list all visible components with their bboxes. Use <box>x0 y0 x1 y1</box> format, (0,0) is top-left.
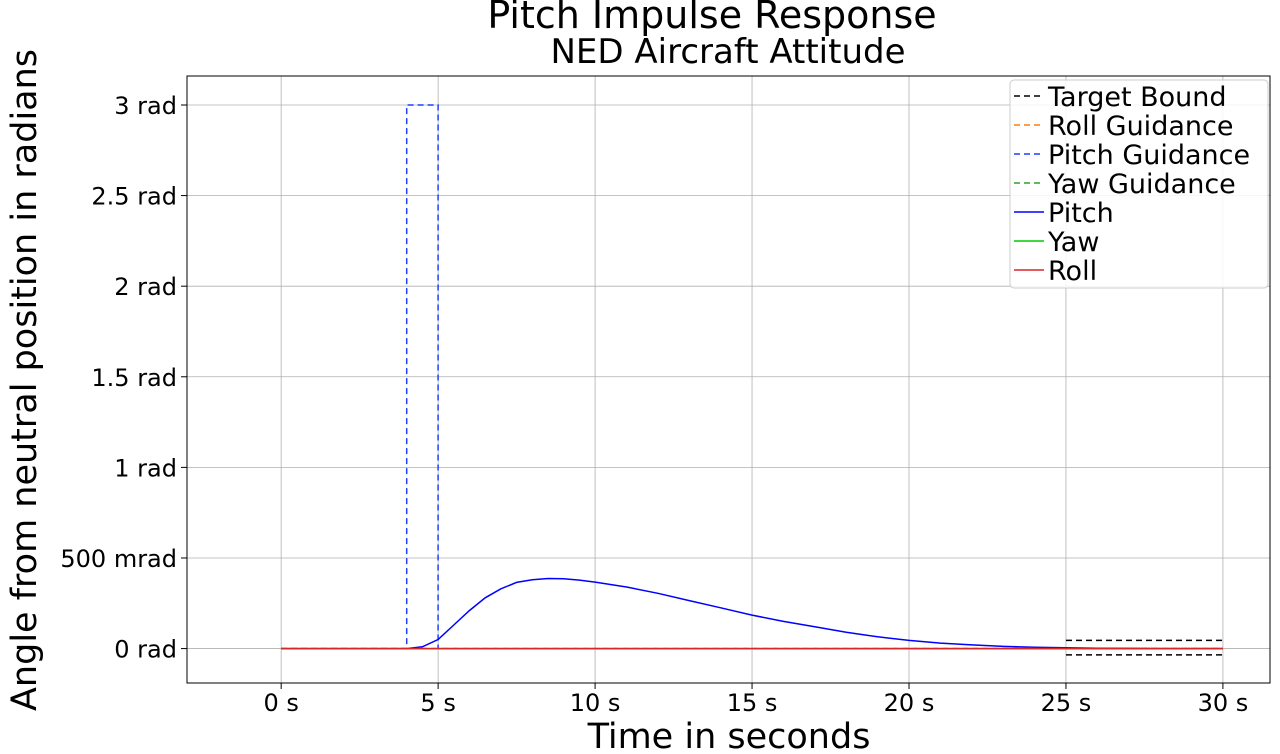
series-line-pitch <box>281 577 1223 650</box>
x-tick-label: 0 s <box>263 689 298 717</box>
x-tick-label: 15 s <box>727 689 778 717</box>
legend-label-pitch: Pitch <box>1048 198 1114 229</box>
chart-title: Pitch Impulse Response <box>487 0 936 37</box>
legend-label-roll: Roll <box>1048 256 1097 287</box>
y-tick-label: 2 rad <box>114 273 177 301</box>
y-tick-label: 2.5 rad <box>91 183 177 211</box>
chart-subtitle: NED Aircraft Attitude <box>550 32 905 72</box>
plot-series <box>281 104 1223 656</box>
legend-label-yaw: Yaw <box>1047 227 1099 258</box>
y-tick-label: 1.5 rad <box>91 364 177 392</box>
x-tick-label: 5 s <box>420 689 455 717</box>
legend-label-target-bound: Target Bound <box>1047 82 1227 113</box>
y-tick-label: 1 rad <box>114 454 177 482</box>
y-tick-label: 500 mrad <box>60 545 177 573</box>
y-tick-label: 3 rad <box>114 92 177 120</box>
x-tick-label: 25 s <box>1041 689 1092 717</box>
x-tick-label: 10 s <box>570 689 621 717</box>
x-axis-label: Time in seconds <box>587 717 871 754</box>
y-tick-label: 0 rad <box>114 636 177 664</box>
axis-ticks: 0 s 5 s 10 s 15 s 20 s 25 s 30 s 0 rad 500 mrad 1… <box>60 92 1248 717</box>
y-axis-label: Angle from neutral position in radians <box>5 49 45 711</box>
legend-label-roll-guidance: Roll Guidance <box>1048 111 1233 142</box>
x-tick-label: 30 s <box>1198 689 1249 717</box>
x-tick-label: 20 s <box>884 689 935 717</box>
legend-label-yaw-guidance: Yaw Guidance <box>1047 169 1236 200</box>
legend-frame <box>1009 79 1269 289</box>
plot-area-frame <box>186 75 1271 684</box>
legend-label-pitch-guidance: Pitch Guidance <box>1048 140 1250 171</box>
